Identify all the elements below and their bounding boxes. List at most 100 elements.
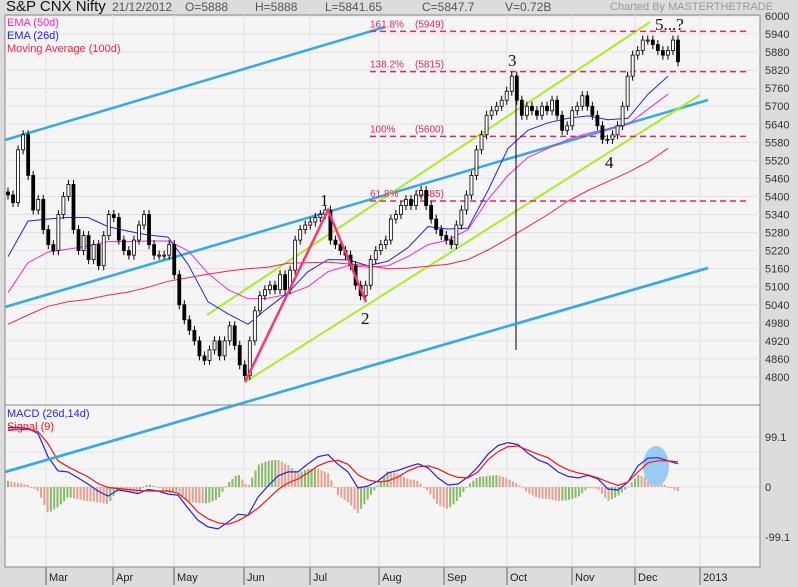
macd-histogram-bar	[630, 482, 633, 487]
macd-histogram-bar	[201, 487, 204, 504]
macd-histogram-bar	[244, 483, 247, 487]
macd-histogram-bar	[317, 468, 320, 487]
macd-histogram-bar	[643, 476, 646, 487]
candle-body	[11, 194, 15, 203]
candle-body	[172, 244, 177, 276]
candle-body	[263, 289, 267, 297]
y-tick-label: 4920	[765, 336, 789, 348]
candle-body	[237, 344, 242, 366]
candle-body	[232, 325, 237, 346]
candle-body	[308, 221, 313, 226]
candle-body	[268, 284, 272, 291]
wave-label: 1	[320, 191, 329, 210]
macd-histogram-bar	[475, 478, 478, 487]
y-tick-label: 5040	[765, 300, 789, 312]
x-tick-label: Jun	[247, 572, 265, 584]
wave-label: 2	[361, 309, 370, 328]
candle-body	[147, 214, 151, 246]
candle-body	[21, 134, 26, 151]
macd-histogram-bar	[139, 487, 141, 492]
candle-body	[157, 254, 162, 257]
macd-histogram-bar	[591, 487, 594, 489]
candle-body	[283, 274, 287, 291]
candle-body	[560, 114, 565, 131]
macd-histogram-bar	[469, 483, 471, 487]
fib-label: 138.2%	[370, 60, 404, 71]
macd-histogram-bar	[142, 487, 145, 489]
macd-histogram-bar	[627, 486, 630, 488]
macd-histogram-bar	[228, 481, 231, 487]
macd-histogram-bar	[158, 487, 161, 489]
macd-histogram-bar	[297, 472, 300, 487]
candle-body	[121, 239, 126, 252]
channel-lower	[244, 94, 701, 383]
macd-histogram-bar	[69, 487, 72, 498]
candle-body	[36, 199, 41, 211]
macd-histogram-bar	[40, 487, 42, 498]
macd-histogram-bar	[419, 483, 422, 487]
candle-body	[585, 95, 590, 107]
macd-histogram-bar	[162, 487, 165, 491]
macd-histogram-bar	[211, 487, 214, 502]
date-readout: 21/12/2012	[112, 0, 173, 14]
close-readout: C=5847.7	[422, 0, 475, 14]
macd-histogram-bar	[231, 478, 234, 487]
wave-label: 5...?	[655, 15, 684, 34]
candle-body	[645, 39, 650, 42]
candle-body	[499, 99, 504, 107]
candle-body	[31, 175, 36, 211]
macd-histogram-bar	[257, 464, 260, 487]
macd-histogram-bar	[181, 487, 184, 496]
macd-histogram-bar	[238, 475, 240, 487]
candle-body	[650, 39, 655, 45]
macd-histogram-bar	[330, 480, 333, 487]
x-tick-label: Mar	[49, 572, 68, 584]
macd-histogram-bar	[393, 472, 396, 487]
macd-panel	[4, 404, 761, 568]
macd-histogram-bar	[366, 487, 369, 500]
volume-readout: V=0.72B	[505, 0, 552, 14]
macd-histogram-bar	[422, 486, 425, 488]
candle-body	[41, 199, 46, 230]
macd-histogram-bar	[112, 487, 115, 497]
macd-histogram-bar	[617, 487, 620, 496]
macd-histogram-bar	[426, 487, 429, 491]
candle-body	[318, 214, 323, 218]
macd-histogram-bar	[53, 487, 56, 510]
macd-histogram-bar	[7, 480, 9, 487]
macd-histogram-bar	[370, 487, 372, 495]
macd-histogram-bar	[284, 463, 287, 487]
macd-histogram-bar	[79, 487, 82, 500]
x-tick-label: May	[177, 572, 198, 584]
x-tick-label: Apr	[116, 572, 133, 584]
macd-panel-border	[4, 404, 761, 568]
y-tick-label: 5400	[765, 191, 789, 203]
candle-body	[6, 191, 10, 196]
main-legend: EMA (50d) EMA (26d) Moving Average (100d…	[7, 17, 121, 56]
macd-histogram-bar	[399, 475, 402, 487]
macd-histogram-bar	[637, 474, 640, 487]
candle-body	[137, 224, 141, 241]
candle-body	[127, 250, 131, 256]
candle-body	[424, 190, 429, 206]
macd-histogram-bar	[56, 487, 59, 508]
macd-histogram-bar	[66, 487, 69, 498]
y-tick-label: 6000	[765, 11, 789, 23]
macd-histogram-bar	[264, 461, 267, 487]
candle-body	[524, 105, 529, 116]
candle-body	[56, 214, 61, 252]
candle-body	[393, 214, 398, 220]
candle-body	[313, 217, 318, 223]
main-panel	[4, 14, 761, 406]
candle-body	[378, 244, 383, 252]
candle-body	[439, 229, 444, 236]
macd-histogram-bar	[294, 470, 297, 487]
macd-histogram-bar	[10, 481, 13, 487]
legend-ema26: EMA (26d)	[7, 30, 59, 42]
candle-body	[610, 134, 615, 140]
macd-histogram-bar	[462, 487, 465, 492]
macd-histogram-bar	[472, 480, 475, 487]
candle-body	[167, 244, 172, 256]
candle-body	[580, 95, 585, 107]
